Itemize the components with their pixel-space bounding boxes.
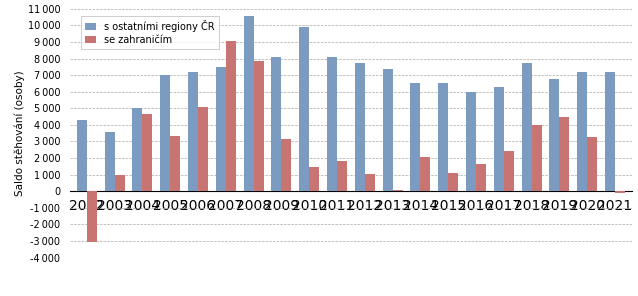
Bar [226, 41, 236, 191]
Bar [615, 191, 625, 193]
Bar [531, 125, 542, 191]
Bar [365, 174, 375, 191]
Bar [494, 87, 504, 191]
Bar [160, 75, 170, 191]
Bar [170, 136, 181, 191]
Bar [77, 120, 87, 191]
Bar [309, 167, 319, 191]
Bar [244, 15, 254, 191]
Bar [521, 63, 531, 191]
Bar [133, 108, 142, 191]
Bar [504, 152, 514, 191]
Bar [87, 191, 97, 242]
Bar [254, 61, 263, 191]
Bar [198, 107, 208, 191]
Bar [327, 57, 337, 191]
Bar [466, 92, 476, 191]
Bar [410, 83, 420, 191]
Bar [448, 173, 458, 191]
Bar [549, 79, 560, 191]
Bar [560, 117, 569, 191]
Bar [392, 189, 403, 191]
Bar [355, 63, 365, 191]
Bar [577, 72, 587, 191]
Bar [438, 83, 448, 191]
Bar [115, 175, 124, 191]
Bar [587, 137, 597, 191]
Bar [299, 27, 309, 191]
Legend: s ostatními regiony ČR, se zahraničím: s ostatními regiony ČR, se zahraničím [80, 16, 218, 49]
Bar [476, 164, 486, 191]
Bar [271, 57, 281, 191]
Bar [188, 72, 198, 191]
Bar [142, 114, 152, 191]
Bar [216, 67, 226, 191]
Bar [420, 157, 431, 191]
Bar [383, 69, 392, 191]
Bar [281, 139, 292, 191]
Bar [337, 160, 347, 191]
Y-axis label: Saldo stěhování (osoby): Saldo stěhování (osoby) [15, 70, 25, 196]
Bar [605, 72, 615, 191]
Bar [105, 131, 115, 191]
